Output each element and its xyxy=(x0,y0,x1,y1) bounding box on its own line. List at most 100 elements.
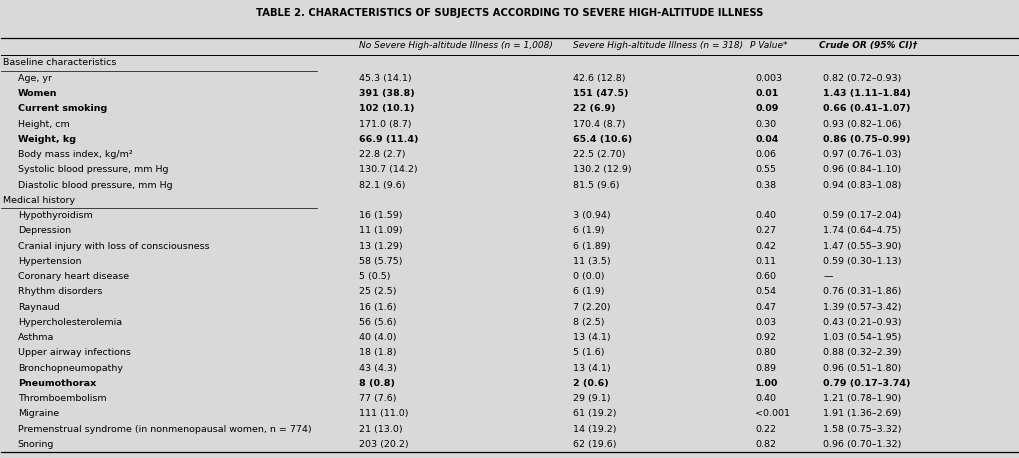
Text: Height, cm: Height, cm xyxy=(17,120,69,129)
Text: Body mass index, kg/m²: Body mass index, kg/m² xyxy=(17,150,132,159)
Text: 22.5 (2.70): 22.5 (2.70) xyxy=(573,150,625,159)
Text: 0.38: 0.38 xyxy=(754,180,775,190)
Text: Premenstrual syndrome (in nonmenopausal women, n = 774): Premenstrual syndrome (in nonmenopausal … xyxy=(17,425,311,434)
Text: 203 (20.2): 203 (20.2) xyxy=(359,440,409,449)
Text: 58 (5.75): 58 (5.75) xyxy=(359,257,403,266)
Text: Thromboembolism: Thromboembolism xyxy=(17,394,106,403)
Text: 0.59 (0.17–2.04): 0.59 (0.17–2.04) xyxy=(822,211,901,220)
Text: 13 (4.1): 13 (4.1) xyxy=(573,364,610,373)
Text: 2 (0.6): 2 (0.6) xyxy=(573,379,608,388)
Text: 0.80: 0.80 xyxy=(754,349,775,357)
Text: <0.001: <0.001 xyxy=(754,409,790,419)
Text: Cranial injury with loss of consciousness: Cranial injury with loss of consciousnes… xyxy=(17,241,209,251)
Text: 13 (4.1): 13 (4.1) xyxy=(573,333,610,342)
Text: 5 (0.5): 5 (0.5) xyxy=(359,272,390,281)
Text: 11 (3.5): 11 (3.5) xyxy=(573,257,610,266)
Text: Coronary heart disease: Coronary heart disease xyxy=(17,272,128,281)
Text: 0.94 (0.83–1.08): 0.94 (0.83–1.08) xyxy=(822,180,901,190)
Text: 0.76 (0.31–1.86): 0.76 (0.31–1.86) xyxy=(822,287,901,296)
Text: 130.7 (14.2): 130.7 (14.2) xyxy=(359,165,418,174)
Text: 0.59 (0.30–1.13): 0.59 (0.30–1.13) xyxy=(822,257,901,266)
Text: 81.5 (9.6): 81.5 (9.6) xyxy=(573,180,619,190)
Text: 16 (1.59): 16 (1.59) xyxy=(359,211,403,220)
Text: 56 (5.6): 56 (5.6) xyxy=(359,318,396,327)
Text: 21 (13.0): 21 (13.0) xyxy=(359,425,403,434)
Text: Current smoking: Current smoking xyxy=(17,104,107,113)
Text: 0.97 (0.76–1.03): 0.97 (0.76–1.03) xyxy=(822,150,901,159)
Text: 0.82 (0.72–0.93): 0.82 (0.72–0.93) xyxy=(822,74,901,83)
Text: 0.66 (0.41–1.07): 0.66 (0.41–1.07) xyxy=(822,104,910,113)
Text: 1.00: 1.00 xyxy=(754,379,777,388)
Text: Asthma: Asthma xyxy=(17,333,54,342)
Text: 1.03 (0.54–1.95): 1.03 (0.54–1.95) xyxy=(822,333,901,342)
Text: 1.47 (0.55–3.90): 1.47 (0.55–3.90) xyxy=(822,241,901,251)
Text: 8 (0.8): 8 (0.8) xyxy=(359,379,395,388)
Text: Baseline characteristics: Baseline characteristics xyxy=(3,59,117,67)
Text: 7 (2.20): 7 (2.20) xyxy=(573,303,610,311)
Text: 0.03: 0.03 xyxy=(754,318,775,327)
Text: TABLE 2. CHARACTERISTICS OF SUBJECTS ACCORDING TO SEVERE HIGH-ALTITUDE ILLNESS: TABLE 2. CHARACTERISTICS OF SUBJECTS ACC… xyxy=(256,8,763,18)
Text: 29 (9.1): 29 (9.1) xyxy=(573,394,610,403)
Text: 0.01: 0.01 xyxy=(754,89,777,98)
Text: 0.54: 0.54 xyxy=(754,287,775,296)
Text: Medical history: Medical history xyxy=(3,196,75,205)
Text: 11 (1.09): 11 (1.09) xyxy=(359,226,403,235)
Text: 0.43 (0.21–0.93): 0.43 (0.21–0.93) xyxy=(822,318,901,327)
Text: 0.96 (0.51–1.80): 0.96 (0.51–1.80) xyxy=(822,364,901,373)
Text: Women: Women xyxy=(17,89,57,98)
Text: 0.27: 0.27 xyxy=(754,226,775,235)
Text: 0.40: 0.40 xyxy=(754,211,775,220)
Text: 0.93 (0.82–1.06): 0.93 (0.82–1.06) xyxy=(822,120,901,129)
Text: Weight, kg: Weight, kg xyxy=(17,135,75,144)
Text: 0.09: 0.09 xyxy=(754,104,777,113)
Text: 40 (4.0): 40 (4.0) xyxy=(359,333,396,342)
Text: No Severe High-altitude Illness (n = 1,008): No Severe High-altitude Illness (n = 1,0… xyxy=(359,41,552,50)
Text: 0.96 (0.70–1.32): 0.96 (0.70–1.32) xyxy=(822,440,901,449)
Text: 1.39 (0.57–3.42): 1.39 (0.57–3.42) xyxy=(822,303,901,311)
Text: 170.4 (8.7): 170.4 (8.7) xyxy=(573,120,625,129)
Text: Pneumothorax: Pneumothorax xyxy=(17,379,96,388)
Text: 6 (1.9): 6 (1.9) xyxy=(573,287,604,296)
Text: Raynaud: Raynaud xyxy=(17,303,59,311)
Text: 391 (38.8): 391 (38.8) xyxy=(359,89,415,98)
Text: Upper airway infections: Upper airway infections xyxy=(17,349,130,357)
Text: 16 (1.6): 16 (1.6) xyxy=(359,303,396,311)
Text: 130.2 (12.9): 130.2 (12.9) xyxy=(573,165,631,174)
Text: Hypercholesterolemia: Hypercholesterolemia xyxy=(17,318,121,327)
Text: 6 (1.89): 6 (1.89) xyxy=(573,241,610,251)
Text: 0.11: 0.11 xyxy=(754,257,775,266)
Text: 62 (19.6): 62 (19.6) xyxy=(573,440,615,449)
Text: 1.74 (0.64–4.75): 1.74 (0.64–4.75) xyxy=(822,226,901,235)
Text: 111 (11.0): 111 (11.0) xyxy=(359,409,409,419)
Text: Depression: Depression xyxy=(17,226,70,235)
Text: 82.1 (9.6): 82.1 (9.6) xyxy=(359,180,406,190)
Text: 0.92: 0.92 xyxy=(754,333,775,342)
Text: 0.86 (0.75–0.99): 0.86 (0.75–0.99) xyxy=(822,135,910,144)
Text: 77 (7.6): 77 (7.6) xyxy=(359,394,396,403)
Text: 5 (1.6): 5 (1.6) xyxy=(573,349,604,357)
Text: Age, yr: Age, yr xyxy=(17,74,52,83)
Text: 1.21 (0.78–1.90): 1.21 (0.78–1.90) xyxy=(822,394,901,403)
Text: Severe High-altitude Illness (n = 318): Severe High-altitude Illness (n = 318) xyxy=(573,41,743,50)
Text: 3 (0.94): 3 (0.94) xyxy=(573,211,610,220)
Text: 6 (1.9): 6 (1.9) xyxy=(573,226,604,235)
Text: —: — xyxy=(822,272,832,281)
Text: 14 (19.2): 14 (19.2) xyxy=(573,425,615,434)
Text: 22 (6.9): 22 (6.9) xyxy=(573,104,614,113)
Text: 0.55: 0.55 xyxy=(754,165,775,174)
Text: 0.47: 0.47 xyxy=(754,303,775,311)
Text: 18 (1.8): 18 (1.8) xyxy=(359,349,396,357)
Text: 0.40: 0.40 xyxy=(754,394,775,403)
Text: Systolic blood pressure, mm Hg: Systolic blood pressure, mm Hg xyxy=(17,165,168,174)
Text: 0.22: 0.22 xyxy=(754,425,775,434)
Text: 42.6 (12.8): 42.6 (12.8) xyxy=(573,74,625,83)
Text: P Value*: P Value* xyxy=(749,41,787,50)
Text: 65.4 (10.6): 65.4 (10.6) xyxy=(573,135,632,144)
Text: Snoring: Snoring xyxy=(17,440,54,449)
Text: 1.43 (1.11–1.84): 1.43 (1.11–1.84) xyxy=(822,89,910,98)
Text: 1.58 (0.75–3.32): 1.58 (0.75–3.32) xyxy=(822,425,901,434)
Text: 0.30: 0.30 xyxy=(754,120,775,129)
Text: 8 (2.5): 8 (2.5) xyxy=(573,318,604,327)
Text: 171.0 (8.7): 171.0 (8.7) xyxy=(359,120,412,129)
Text: 45.3 (14.1): 45.3 (14.1) xyxy=(359,74,412,83)
